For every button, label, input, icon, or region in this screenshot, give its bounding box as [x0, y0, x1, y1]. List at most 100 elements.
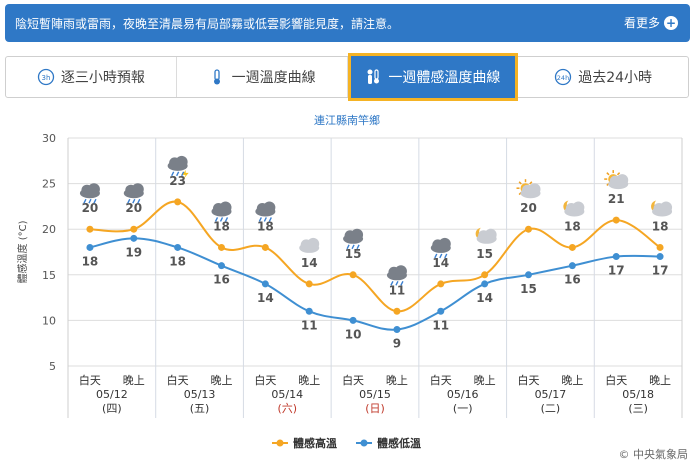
tab-past-24-hours[interactable]: 24h 過去24小時 [518, 57, 688, 97]
low-point [612, 253, 620, 261]
y-tick-label: 20 [42, 223, 56, 236]
high-point [393, 307, 401, 315]
low-point [568, 262, 576, 270]
low-point [305, 307, 313, 315]
moon-cloud-icon [563, 198, 585, 217]
legend-high-marker [276, 439, 284, 447]
tab-label: 一週體感溫度曲線 [388, 70, 501, 86]
low-value-label: 16 [213, 273, 230, 287]
low-point [393, 326, 401, 334]
rain-cloud-icon [123, 183, 144, 204]
tab-label: 一週溫度曲線 [231, 70, 316, 86]
low-value-label: 18 [82, 254, 99, 268]
x-tick-period: 晚上 [123, 374, 145, 387]
x-tick-weekday: (三) [628, 402, 648, 415]
y-tick-label: 25 [42, 178, 56, 191]
high-value-label: 14 [301, 256, 318, 270]
x-tick-date: 05/18 [622, 388, 654, 401]
high-point [612, 216, 620, 224]
low-value-label: 19 [125, 245, 142, 259]
x-tick-period: 晚上 [474, 374, 496, 387]
high-point [568, 243, 576, 251]
rain-cloud-icon [255, 201, 276, 222]
rain-cloud-icon [343, 228, 364, 250]
high-value-label: 11 [389, 283, 406, 297]
low-value-label: 9 [393, 337, 401, 351]
y-tick-label: 5 [49, 360, 56, 373]
rain-cloud-icon [430, 237, 451, 259]
legend-high-label: 體感高溫 [293, 436, 337, 450]
tab-weekly-feels-like[interactable]: 一週體感溫度曲線 [347, 53, 519, 101]
legend-low-marker [360, 439, 368, 447]
low-point [349, 316, 357, 324]
low-point [481, 280, 489, 288]
low-value-label: 15 [520, 282, 537, 296]
high-value-label: 20 [125, 201, 142, 215]
x-tick-period: 晚上 [561, 374, 583, 387]
low-point [86, 243, 94, 251]
x-tick-date: 05/12 [96, 388, 128, 401]
svg-text:3h: 3h [41, 74, 50, 82]
x-tick-period: 白天 [518, 373, 540, 387]
tab-label: 逐三小時預報 [60, 70, 145, 86]
high-point [261, 243, 269, 251]
high-value-label: 20 [82, 201, 99, 215]
tab-weekly-temperature[interactable]: 一週溫度曲線 [177, 57, 348, 97]
low-value-label: 11 [301, 318, 318, 332]
x-tick-period: 白天 [167, 373, 189, 387]
warning-message: 陰短暫陣雨或雷雨，夜晚至清晨易有局部霧或低雲影響能見度，請注意。 [15, 17, 400, 31]
low-point [218, 262, 225, 270]
legend-low-label: 體感低溫 [377, 436, 421, 450]
y-tick-label: 30 [42, 132, 56, 145]
x-tick-period: 白天 [342, 373, 364, 387]
high-point [525, 225, 532, 233]
rain-cloud-icon [79, 183, 100, 204]
x-tick-date: 05/17 [535, 388, 567, 401]
see-more-label: 看更多 [623, 16, 660, 30]
x-tick-weekday: (六) [277, 402, 297, 415]
x-tick-weekday: (五) [190, 402, 210, 415]
forecast-tabs: 3h 逐三小時預報 一週溫度曲線 一週體感溫度曲線 24h 過去24小時 [5, 53, 689, 101]
thunder-rain-icon [167, 155, 189, 179]
high-value-label: 18 [213, 219, 230, 233]
x-tick-period: 晚上 [649, 374, 671, 387]
plus-circle-icon: + [664, 15, 678, 30]
high-value-label: 15 [476, 247, 493, 261]
24h-clock-icon: 24h [554, 68, 572, 86]
low-value-label: 14 [476, 291, 493, 305]
high-point [174, 198, 182, 206]
x-tick-date: 05/14 [271, 388, 303, 401]
x-tick-date: 05/13 [184, 388, 216, 401]
high-point [481, 271, 489, 279]
high-point [437, 280, 445, 288]
moon-cloud-icon [651, 198, 673, 217]
high-value-label: 23 [169, 174, 186, 188]
rain-cloud-icon [386, 265, 407, 286]
thermometer-icon [208, 68, 226, 86]
low-point [261, 280, 269, 288]
low-value-label: 11 [432, 318, 449, 332]
warning-banner: 陰短暫陣雨或雷雨，夜晚至清晨易有局部霧或低雲影響能見度，請注意。 看更多 + [5, 4, 690, 42]
high-point [656, 243, 664, 251]
svg-text:24h: 24h [557, 74, 569, 82]
rain-cloud-icon [211, 201, 232, 222]
person-thermometer-icon [364, 68, 382, 86]
low-value-label: 16 [564, 273, 581, 287]
low-point [656, 253, 664, 261]
x-tick-period: 白天 [254, 373, 276, 387]
cloudy-icon [299, 237, 320, 253]
see-more-link[interactable]: 看更多 + [624, 14, 678, 31]
high-point [86, 225, 94, 233]
high-value-label: 20 [520, 201, 537, 215]
high-value-label: 18 [564, 219, 581, 233]
tab-3hour-forecast[interactable]: 3h 逐三小時預報 [6, 57, 177, 97]
low-point [130, 234, 138, 242]
high-point [349, 271, 357, 279]
y-tick-label: 15 [42, 269, 56, 282]
credit-text: © 中央氣象局 [618, 448, 689, 461]
high-point [218, 243, 225, 251]
sun-cloud-icon [516, 179, 541, 199]
x-tick-weekday: (二) [541, 402, 561, 415]
x-tick-period: 白天 [430, 373, 452, 387]
sun-cloud-icon [604, 170, 629, 190]
